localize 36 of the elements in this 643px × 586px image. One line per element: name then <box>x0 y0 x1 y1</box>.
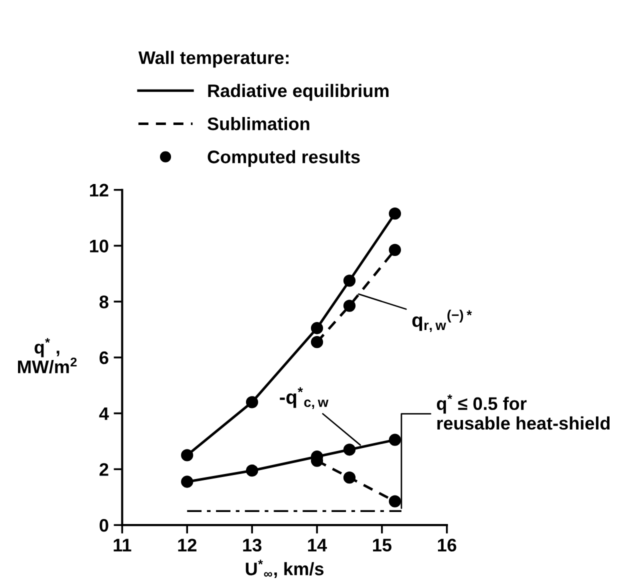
y-tick-label: 12 <box>90 184 108 196</box>
point <box>388 434 402 446</box>
y-tick-label: 4 <box>99 407 109 420</box>
point <box>343 274 356 287</box>
legend-label: Sublimation <box>208 117 310 130</box>
point <box>246 464 258 477</box>
x-tick-label: 14 <box>308 538 327 552</box>
point <box>388 208 402 220</box>
y-tick-label: 8 <box>100 296 108 308</box>
y-tick-label: 6 <box>100 351 108 364</box>
y-tick-label: 0 <box>100 518 108 532</box>
point <box>343 444 356 456</box>
y-tick-label: 10 <box>90 240 108 252</box>
point <box>246 396 258 408</box>
annotation: q$_{r,w}$$^{(−)*}$ <box>412 310 472 332</box>
y-tick-label: 2 <box>100 463 108 476</box>
point <box>181 449 194 462</box>
point <box>343 300 356 312</box>
point <box>310 336 324 348</box>
point <box>388 244 402 256</box>
ref-line-label: q$^{*}$ ≤ 0.5 for reusable heat-shield <box>436 394 610 430</box>
x-axis-title: U$^{*}$$_{∞}$, km/s <box>246 560 324 578</box>
legend-title: Wall temperature: <box>138 50 289 68</box>
x-tick-label: 15 <box>373 538 392 552</box>
point <box>388 495 402 508</box>
x-tick-label: 11 <box>114 538 132 552</box>
x-tick-label: 16 <box>438 538 456 552</box>
point <box>310 322 324 334</box>
legend-label: Computed results <box>208 150 360 167</box>
y-axis-title: q$^{*}$ , MW/m$^{2}$ <box>18 338 77 374</box>
legend-label: Radiative equilibrium <box>208 84 389 101</box>
annotation: -q$^{*}$$_{c,w}$ <box>280 387 328 409</box>
x-tick-label: 13 <box>243 538 262 552</box>
x-tick-label: 12 <box>178 538 196 552</box>
point <box>343 471 356 484</box>
point <box>181 476 194 488</box>
